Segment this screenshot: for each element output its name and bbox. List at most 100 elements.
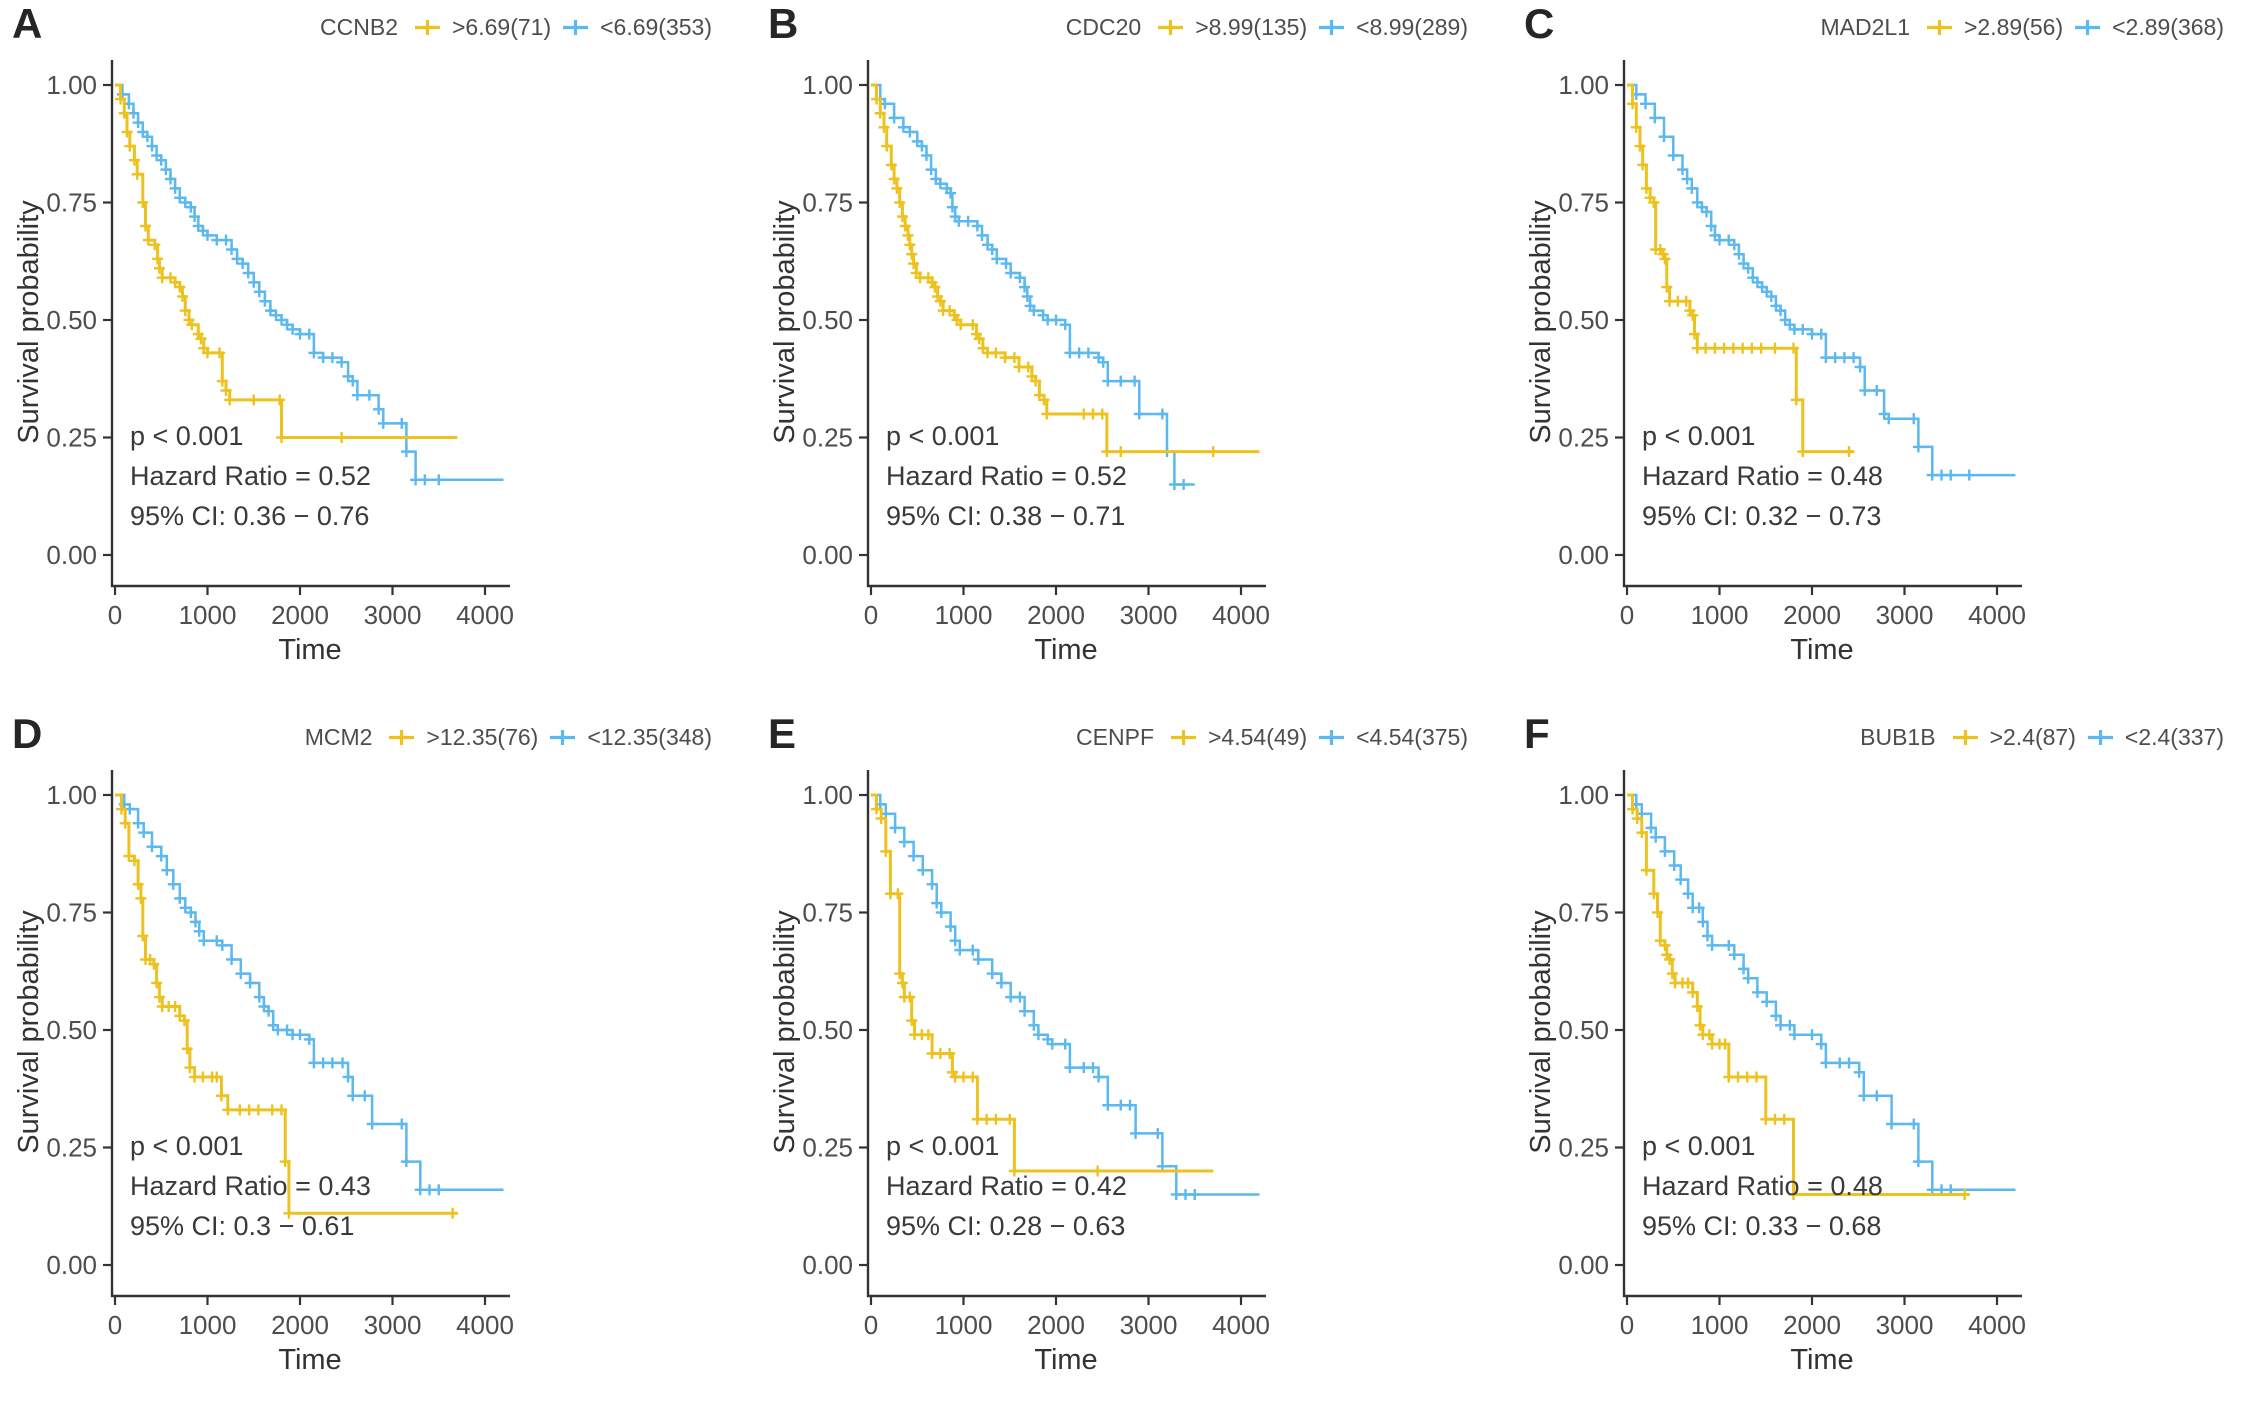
svg-text:2000: 2000 [271,600,329,630]
km-plot-svg: 0 1000 2000 3000 4000 0.00 0.25 0.50 0.75 1.00 [46,770,514,1340]
hazard-ratio-label: Hazard Ratio = 0.48 [1642,461,1883,491]
confidence-interval-label: 95% CI: 0.28 − 0.63 [886,1211,1126,1241]
x-axis-title: Time [278,1344,342,1376]
y-axis-title: Survival probability [769,910,801,1154]
legend: MCM2 >12.35(76) <12.35(348) [305,724,712,751]
legend-gene-label: BUB1B [1860,724,1936,750]
stats-annotation: p < 0.001 Hazard Ratio = 0.48 95% CI: 0.… [1642,1126,1883,1246]
p-value-label: p < 0.001 [1642,1131,1756,1161]
legend-high-label: >8.99(135) [1195,14,1308,40]
svg-text:2000: 2000 [1783,1310,1841,1340]
svg-text:0.00: 0.00 [1558,540,1609,570]
km-panel-f: F BUB1B >2.4(87) <2.4(337) 0 1000 2000 3000… [1512,710,2268,1421]
legend-low-label: <8.99(289) [1356,14,1468,40]
p-value-label: p < 0.001 [130,1131,244,1161]
legend-plus-marker-low-icon [1318,729,1345,746]
panel-letter: D [12,710,43,757]
stats-annotation: p < 0.001 Hazard Ratio = 0.52 95% CI: 0.… [886,416,1127,536]
svg-text:0.75: 0.75 [1558,188,1609,218]
svg-text:4000: 4000 [1968,1310,2026,1340]
svg-text:1.00: 1.00 [802,780,853,810]
panel-letter: C [1524,0,1555,47]
svg-text:1000: 1000 [179,1310,237,1340]
svg-text:0.25: 0.25 [802,1133,853,1163]
legend: CDC20 >8.99(135) <8.99(289) [1066,14,1468,41]
svg-text:0: 0 [108,1310,122,1340]
svg-text:0: 0 [864,600,878,630]
svg-text:4000: 4000 [456,600,514,630]
legend-low-label: <12.35(348) [587,724,712,750]
hazard-ratio-label: Hazard Ratio = 0.52 [130,461,371,491]
legend: BUB1B >2.4(87) <2.4(337) [1860,724,2224,751]
svg-text:1000: 1000 [1691,600,1749,630]
svg-text:0.50: 0.50 [802,1015,853,1045]
legend-plus-marker-low-icon [549,729,576,746]
legend-plus-marker-high-icon [388,729,415,746]
svg-text:1.00: 1.00 [1558,780,1609,810]
km-plot-svg: 0 1000 2000 3000 4000 0.00 0.25 0.50 0.75 1.00 [1558,770,2026,1340]
svg-text:1000: 1000 [935,1310,993,1340]
legend-plus-marker-high-icon [1952,729,1979,746]
svg-text:0.75: 0.75 [802,188,853,218]
legend-gene-label: CENPF [1076,724,1154,750]
svg-text:0.25: 0.25 [802,423,853,453]
confidence-interval-label: 95% CI: 0.38 − 0.71 [886,501,1126,531]
km-plot-svg: 0 1000 2000 3000 4000 0.00 0.25 0.50 0.75 1.00 [802,770,1270,1340]
svg-text:0.25: 0.25 [1558,423,1609,453]
svg-text:0.75: 0.75 [1558,898,1609,928]
y-axis-title: Survival probability [13,910,45,1154]
svg-text:0.25: 0.25 [46,423,97,453]
svg-text:2000: 2000 [271,1310,329,1340]
svg-text:1000: 1000 [1691,1310,1749,1340]
svg-text:0.50: 0.50 [1558,305,1609,335]
legend-plus-marker-low-icon [1318,19,1345,36]
legend: MAD2L1 >2.89(56) <2.89(368) [1821,14,2224,41]
legend-low-label: <4.54(375) [1356,724,1468,750]
legend-plus-marker-low-icon [2087,729,2114,746]
km-panel-d: D MCM2 >12.35(76) <12.35(348) 0 1000 2000 3… [0,710,756,1421]
y-axis-title: Survival probability [1525,200,1557,444]
confidence-interval-label: 95% CI: 0.3 − 0.61 [130,1211,355,1241]
svg-text:0.50: 0.50 [46,1015,97,1045]
svg-text:1000: 1000 [179,600,237,630]
legend-high-label: >12.35(76) [426,724,539,750]
svg-text:3000: 3000 [1120,600,1178,630]
stats-annotation: p < 0.001 Hazard Ratio = 0.52 95% CI: 0.… [130,416,371,536]
x-axis-title: Time [1034,1344,1098,1376]
y-axis-title: Survival probability [13,200,45,444]
svg-text:3000: 3000 [364,600,422,630]
svg-text:3000: 3000 [1876,1310,1934,1340]
svg-text:0.50: 0.50 [46,305,97,335]
hazard-ratio-label: Hazard Ratio = 0.48 [1642,1171,1883,1201]
km-plot-svg: 0 1000 2000 3000 4000 0.00 0.25 0.50 0.75 1.00 [802,60,1270,630]
svg-text:4000: 4000 [1212,600,1270,630]
legend-plus-marker-high-icon [1170,729,1197,746]
stats-annotation: p < 0.001 Hazard Ratio = 0.48 95% CI: 0.… [1642,416,1883,536]
svg-text:0.75: 0.75 [802,898,853,928]
x-axis-title: Time [1034,634,1098,666]
legend-high-label: >2.4(87) [1989,724,2076,750]
p-value-label: p < 0.001 [130,421,244,451]
km-panel-c: C MAD2L1 >2.89(56) <2.89(368) 0 1000 2000 3… [1512,0,2268,710]
svg-text:1.00: 1.00 [46,70,97,100]
svg-text:1.00: 1.00 [46,780,97,810]
legend-high-label: >4.54(49) [1208,724,1308,750]
km-panel-b: B CDC20 >8.99(135) <8.99(289) 0 1000 2000 3… [756,0,1512,710]
svg-text:4000: 4000 [1212,1310,1270,1340]
confidence-interval-label: 95% CI: 0.36 − 0.76 [130,501,370,531]
legend-plus-marker-high-icon [1157,19,1184,36]
svg-text:3000: 3000 [1876,600,1934,630]
svg-text:0.25: 0.25 [46,1133,97,1163]
svg-text:0: 0 [1620,1310,1634,1340]
x-axis-title: Time [1790,634,1854,666]
svg-text:0: 0 [864,1310,878,1340]
svg-text:0.25: 0.25 [1558,1133,1609,1163]
legend-high-label: >6.69(71) [452,14,552,40]
svg-text:3000: 3000 [1120,1310,1178,1340]
legend: CENPF >4.54(49) <4.54(375) [1076,724,1468,751]
svg-text:2000: 2000 [1027,1310,1085,1340]
stats-annotation: p < 0.001 Hazard Ratio = 0.42 95% CI: 0.… [886,1126,1127,1246]
legend-plus-marker-low-icon [562,19,589,36]
legend-low-label: <2.4(337) [2124,724,2224,750]
p-value-label: p < 0.001 [886,421,1000,451]
